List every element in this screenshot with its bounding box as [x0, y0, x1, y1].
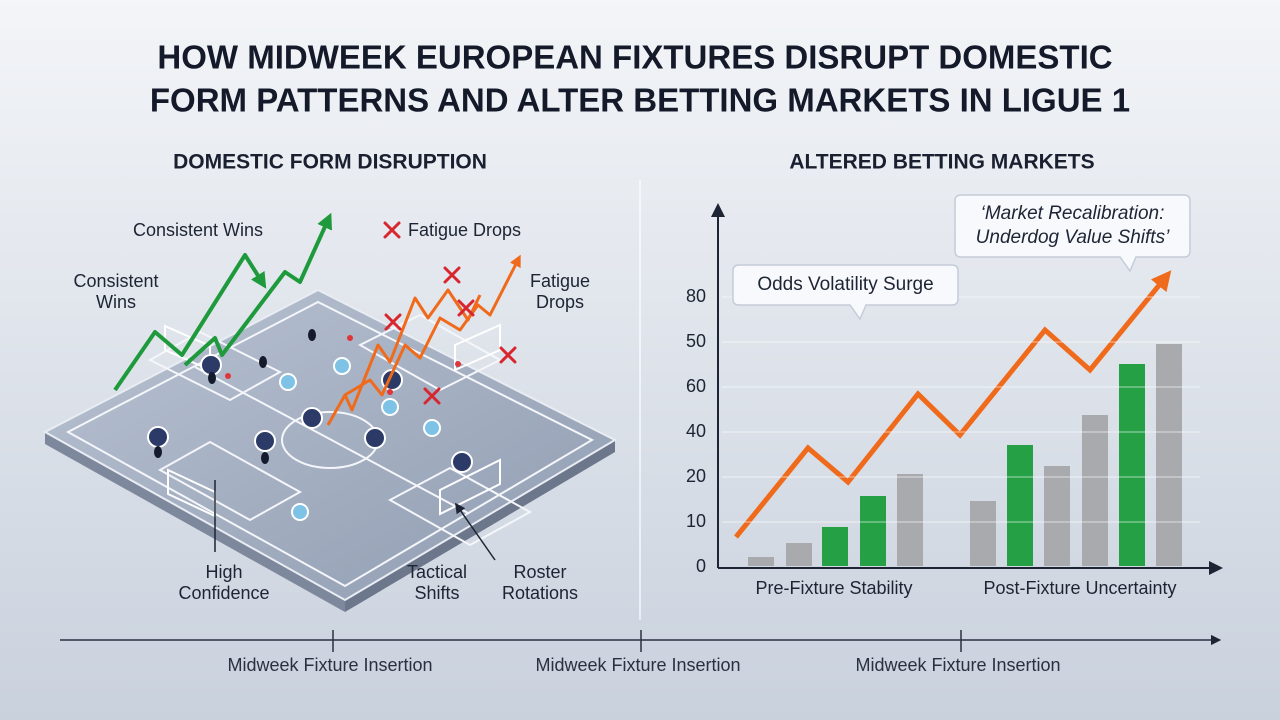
ball [455, 361, 461, 367]
bar [860, 496, 886, 566]
trend-line [734, 270, 1172, 539]
axis-label: 0 [696, 556, 706, 576]
market-chart: 80 50 60 40 20 10 0 Pre-Fixture Stability Post-F… [686, 194, 1223, 598]
group-label: Post-Fixture Uncertainty [983, 578, 1176, 598]
players [147, 329, 473, 521]
annotation: Wins [96, 292, 136, 312]
bar [822, 527, 848, 566]
annotation: High [205, 562, 242, 582]
player-shadow [259, 356, 267, 368]
axis-label: 50 [686, 331, 706, 351]
axis-label: 40 [686, 421, 706, 441]
bar [748, 557, 774, 566]
player-token [200, 354, 222, 376]
annotation: Confidence [178, 583, 269, 603]
player-token [291, 503, 309, 521]
trend-arrow [326, 288, 482, 426]
pointer [454, 502, 496, 561]
cross-mark [499, 346, 517, 364]
player-token [301, 407, 323, 429]
timeline-label: Midweek Fixture Insertion [535, 655, 740, 675]
ball [225, 373, 231, 379]
goal [164, 324, 211, 372]
bar [1156, 344, 1182, 566]
bar [786, 543, 812, 566]
axis-label: 10 [686, 511, 706, 531]
player-token [423, 419, 441, 437]
goal [439, 458, 501, 516]
callout-box [954, 194, 1191, 273]
axis-label: 60 [686, 376, 706, 396]
annotation: Fatigue Drops [408, 220, 521, 240]
bar [970, 501, 996, 566]
player-shadow [308, 329, 316, 341]
ball [387, 389, 393, 395]
cross-mark [423, 387, 441, 405]
bar [1082, 415, 1108, 566]
panel-heading: DOMESTIC FORM DISRUPTION [173, 151, 487, 174]
trend-arrow [113, 253, 267, 392]
fatigue-marks [383, 221, 517, 405]
trend-arrow [183, 212, 332, 367]
annotation: Tactical [407, 562, 467, 582]
annotation: Drops [536, 292, 584, 312]
bar [897, 474, 923, 566]
pitch-line [147, 330, 283, 402]
annotation: Consistent [73, 271, 158, 291]
player-token [254, 430, 276, 452]
pitch [42, 288, 618, 612]
title-line: FORM PATTERNS AND ALTER BETTING MARKETS … [150, 82, 1130, 119]
ball [347, 335, 353, 341]
cross-mark [384, 313, 402, 331]
axis-label: 80 [686, 286, 706, 306]
cross-mark [383, 221, 401, 239]
timeline-labels: Midweek Fixture Insertion Midweek Fixture… [227, 630, 1061, 675]
cross-mark [457, 299, 475, 317]
player-shadow [261, 452, 269, 464]
pitch-line [357, 313, 503, 392]
pitch-side [45, 432, 345, 612]
pitch-surface [42, 288, 618, 602]
bar [1044, 466, 1070, 566]
callout-box [732, 264, 959, 321]
bar [1119, 364, 1145, 566]
trend-arrow [344, 254, 521, 397]
pitch-line [387, 466, 533, 547]
panel-heading: ALTERED BETTING MARKETS [789, 151, 1094, 174]
player-token [451, 451, 473, 473]
player-token [279, 373, 297, 391]
annotation: Fatigue [530, 271, 590, 291]
pitch-side [345, 440, 615, 612]
timeline-label: Midweek Fixture Insertion [227, 655, 432, 675]
callout-text: Odds Volatility Surge [757, 274, 933, 295]
callout-text: Underdog Value Shifts’ [976, 227, 1170, 248]
axis-label: 20 [686, 466, 706, 486]
annotation: Rotations [502, 583, 578, 603]
pitch-line [65, 300, 595, 588]
annotation: Roster [513, 562, 566, 582]
pitch-line [194, 366, 469, 514]
goal [454, 323, 501, 372]
bar [1007, 445, 1033, 566]
player-shadow [208, 372, 216, 384]
annotation: Consistent Wins [133, 220, 263, 240]
player-token [147, 426, 169, 448]
player-shadow [154, 446, 162, 458]
pitch-line [157, 440, 303, 522]
cross-mark [443, 266, 461, 284]
title-line: HOW MIDWEEK EUROPEAN FIXTURES DISRUPT DO… [157, 39, 1112, 76]
player-token [333, 357, 351, 375]
annotation: Shifts [414, 583, 459, 603]
callout-text: ‘Market Recalibration: [981, 203, 1165, 224]
player-token [364, 427, 386, 449]
player-token [381, 398, 399, 416]
timeline-label: Midweek Fixture Insertion [855, 655, 1060, 675]
group-label: Pre-Fixture Stability [755, 578, 912, 598]
